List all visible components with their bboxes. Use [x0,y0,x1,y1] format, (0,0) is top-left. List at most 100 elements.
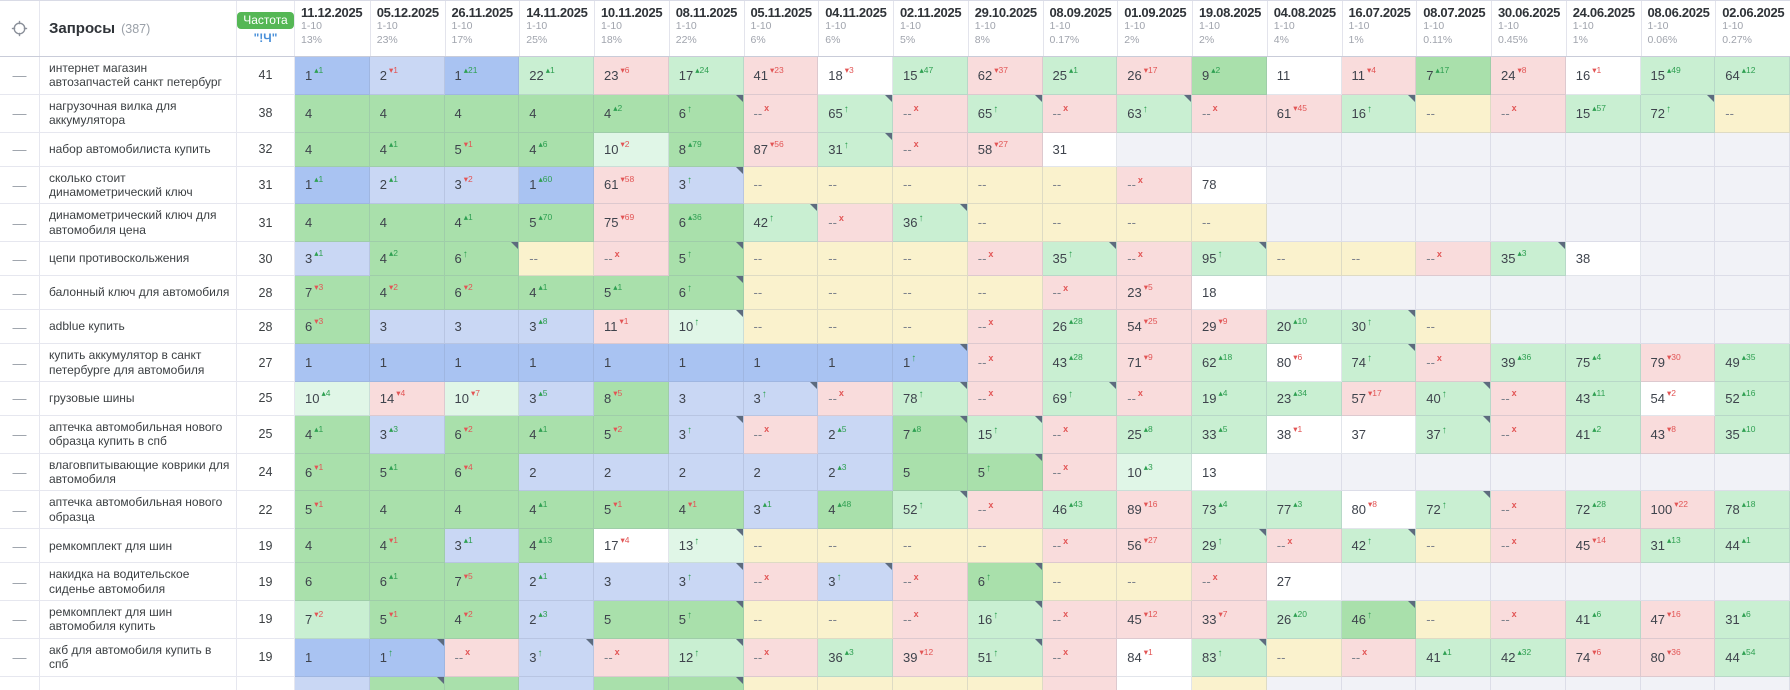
position-cell[interactable]: 1 [594,344,669,382]
position-cell[interactable]: 1 [295,638,370,677]
keyword-cell[interactable]: влаговпитывающие коврики для автомобиля [40,453,237,492]
position-cell[interactable]: -- x [967,491,1043,530]
empty-cell[interactable] [1266,132,1342,167]
position-cell[interactable]: -- x [1416,242,1491,277]
position-cell[interactable]: 1 ↑ [369,638,445,677]
position-cell[interactable]: 35 ▴3 [1491,242,1566,277]
empty-cell[interactable] [1565,204,1641,243]
position-cell[interactable]: -- x [967,381,1043,416]
position-cell[interactable]: -- x [893,563,968,602]
position-cell[interactable]: -- x [1416,344,1491,382]
keyword-cell[interactable]: динамометрический ключ для автомобиля це… [40,204,237,243]
position-cell[interactable]: 1 [743,344,819,382]
position-cell[interactable]: 9 ▴2 [1192,57,1267,95]
position-cell[interactable]: 4 ▴1 [519,491,594,530]
keyword-cell[interactable]: грузовые шины [40,381,237,416]
date-column-header[interactable]: 14.11.2025 1-10 25% [519,1,594,56]
empty-cell[interactable] [1416,563,1491,602]
position-cell[interactable]: 26 ▴20 [1266,601,1342,639]
keyword-cell[interactable]: аптечка автомобильная нового образца [40,491,237,530]
position-cell[interactable]: 80 ▾36 [1640,638,1716,677]
position-cell[interactable]: 37 [1341,415,1417,454]
position-cell[interactable]: 2 ▴3 [519,601,594,639]
keyword-cell[interactable]: сколько стоит динамометрический ключ [40,166,237,205]
position-cell[interactable]: -- x [1491,601,1566,639]
empty-cell[interactable] [1491,276,1566,311]
empty-cell[interactable] [1341,132,1417,167]
position-cell[interactable]: 1 [369,344,445,382]
keyword-cell[interactable] [40,676,237,690]
position-cell[interactable]: 4 ▴6 [519,132,594,167]
position-cell[interactable]: 39 ▾12 [893,638,968,677]
position-cell[interactable]: 10 ▴4 [295,381,370,416]
position-cell[interactable]: 43 ▴28 [1042,344,1118,382]
position-cell[interactable]: 4 [369,204,445,243]
position-cell[interactable]: 3 ▴1 [743,491,819,530]
row-drag-handle[interactable]: — [0,242,40,277]
position-cell[interactable]: 3 ↑ [668,166,744,205]
empty-cell[interactable] [1640,310,1716,345]
row-drag-handle[interactable]: — [0,57,40,95]
position-cell[interactable]: 71 ▾9 [1117,344,1192,382]
row-drag-handle[interactable]: — [0,638,40,677]
position-cell[interactable] [743,676,819,690]
position-cell[interactable] [519,676,594,690]
position-cell[interactable]: -- x [1042,601,1118,639]
position-cell[interactable]: -- x [1042,276,1118,311]
position-cell[interactable]: -- [1042,166,1118,205]
position-cell[interactable]: 6 ▾2 [444,415,520,454]
position-cell[interactable]: -- [967,276,1043,311]
date-column-header[interactable]: 29.10.2025 1-10 8% [967,1,1043,56]
position-cell[interactable]: 72 ↑ [1416,491,1491,530]
position-cell[interactable]: 54 ▾25 [1117,310,1192,345]
position-cell[interactable]: 42 ↑ [743,204,819,243]
position-cell[interactable]: -- [1416,601,1491,639]
position-cell[interactable]: 11 ▾4 [1341,57,1417,95]
position-cell[interactable]: 15 ▴47 [893,57,968,95]
position-cell[interactable]: 42 ▴32 [1491,638,1566,677]
position-cell[interactable]: 5 ▾2 [594,415,669,454]
position-cell[interactable]: 31 [1042,132,1118,167]
position-cell[interactable]: 15 ▴57 [1565,94,1641,133]
position-cell[interactable]: 35 ↑ [1042,242,1118,277]
empty-cell[interactable] [1491,676,1566,690]
date-column-header[interactable]: 24.06.2025 1-10 1% [1565,1,1641,56]
position-cell[interactable]: 2 [594,453,669,492]
position-cell[interactable]: 4 ▴13 [519,529,594,564]
keyword-cell[interactable]: набор автомобилиста купить [40,132,237,167]
row-drag-handle[interactable]: — [0,276,40,311]
position-cell[interactable]: 74 ↑ [1341,344,1417,382]
position-cell[interactable]: 1 [295,344,370,382]
position-cell[interactable]: -- [743,601,819,639]
position-cell[interactable]: 1 ▴1 [295,57,370,95]
position-cell[interactable]: 16 ▾1 [1565,57,1641,95]
position-cell[interactable]: 3 ▴5 [519,381,594,416]
position-cell[interactable]: 3 ↑ [668,415,744,454]
position-cell[interactable]: 29 ▾9 [1192,310,1267,345]
position-cell[interactable]: 7 ▴17 [1416,57,1491,95]
position-cell[interactable]: 61 ▾58 [594,166,669,205]
position-cell[interactable]: -- [1416,310,1491,345]
position-cell[interactable]: 78 ▴18 [1715,491,1790,530]
position-cell[interactable]: 4 ▴48 [818,491,893,530]
empty-cell[interactable] [1416,676,1491,690]
position-cell[interactable]: 6 ↑ [668,276,744,311]
empty-cell[interactable] [1715,563,1790,602]
position-cell[interactable]: 26 ▾17 [1117,57,1192,95]
position-cell[interactable]: 47 ▾16 [1640,601,1716,639]
empty-cell[interactable] [1266,166,1342,205]
position-cell[interactable]: -- x [594,638,669,677]
date-column-header[interactable]: 30.06.2025 1-10 0.45% [1491,1,1566,56]
position-cell[interactable]: 33 ▾7 [1192,601,1267,639]
position-cell[interactable]: -- [1117,563,1192,602]
position-cell[interactable]: -- [1416,94,1491,133]
position-cell[interactable]: 3 [668,381,744,416]
position-cell[interactable]: -- [1416,529,1491,564]
position-cell[interactable]: 15 ↑ [967,415,1043,454]
position-cell[interactable]: -- [818,242,893,277]
empty-cell[interactable] [1341,166,1417,205]
position-cell[interactable]: -- [519,242,594,277]
empty-cell[interactable] [1416,453,1491,492]
position-cell[interactable]: 2 ▴1 [369,166,445,205]
position-cell[interactable]: -- x [1192,563,1267,602]
